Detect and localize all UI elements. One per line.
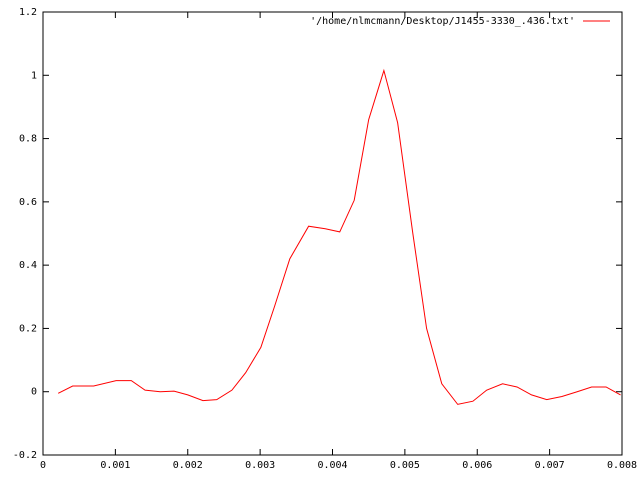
x-tick-label: 0.008 — [607, 460, 637, 471]
legend-label: '/home/nlmcmann/Desktop/J1455-3330_.436.… — [310, 16, 575, 27]
y-tick-label: 1 — [31, 70, 37, 81]
y-tick-label: 0 — [31, 387, 37, 398]
y-tick-label: 0.4 — [19, 260, 37, 271]
x-tick-label: 0.005 — [390, 460, 420, 471]
y-tick-label: 0.6 — [19, 197, 37, 208]
x-tick-label: 0 — [40, 460, 46, 471]
y-tick-label: 0.2 — [19, 323, 37, 334]
x-tick-label: 0.007 — [535, 460, 565, 471]
x-tick-label: 0.001 — [100, 460, 130, 471]
y-tick-label: -0.2 — [13, 450, 37, 461]
x-tick-label: 0.002 — [173, 460, 203, 471]
plot-border — [42, 11, 623, 456]
y-tick-label: 1.2 — [19, 7, 37, 18]
x-tick-label: 0.004 — [317, 460, 347, 471]
y-tick-label: 0.8 — [19, 134, 37, 145]
x-tick-label: 0.003 — [245, 460, 275, 471]
data-line — [57, 68, 621, 405]
x-tick-label: 0.006 — [462, 460, 492, 471]
